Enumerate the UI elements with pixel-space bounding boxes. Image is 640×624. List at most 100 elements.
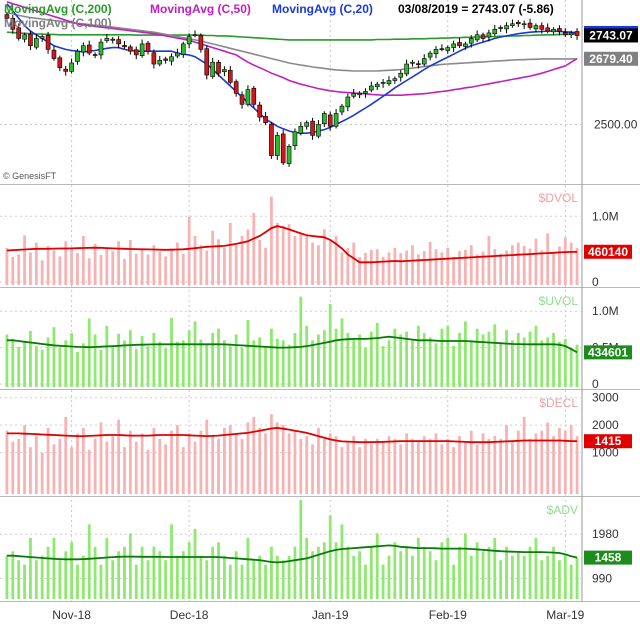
price-candle: [251, 86, 257, 108]
price-candle: [280, 129, 286, 166]
volume-bar: [352, 338, 356, 387]
volume-bar: [205, 343, 209, 387]
panel-ma-line: [6, 225, 578, 264]
price-candle: [568, 30, 574, 39]
price-candle: [510, 19, 515, 28]
panel-tick-label: 1.0M: [592, 209, 619, 223]
volume-bar: [516, 430, 520, 494]
volume-bar: [334, 542, 338, 599]
volume-bar: [152, 427, 156, 494]
volume-bar: [393, 328, 397, 387]
volume-bar: [105, 441, 109, 494]
volume-bar: [352, 242, 356, 285]
volume-bar: [311, 551, 314, 599]
volume-bar: [93, 546, 97, 599]
volume-bar: [434, 249, 438, 285]
volume-bar: [346, 441, 350, 494]
axis-layer: Nov-18 Dec-18 Jan-19 Feb-19 Mar-19 2500.00 274…: [52, 25, 638, 622]
volume-bar: [546, 422, 550, 494]
volume-bar: [487, 236, 491, 285]
price-candle: [81, 42, 86, 57]
volume-bar: [70, 333, 73, 387]
volume-bar: [322, 542, 326, 599]
volume-bar: [87, 258, 91, 285]
price-candle: [557, 25, 562, 36]
volume-bar: [93, 334, 97, 387]
volume-bar: [311, 444, 314, 494]
volume-bar: [381, 564, 385, 599]
volume-bar: [511, 245, 514, 285]
volume-bar: [475, 254, 479, 285]
volume-bar: [558, 560, 561, 599]
price-candle: [474, 30, 480, 43]
volume-bar: [270, 328, 273, 387]
volume-bar: [281, 560, 285, 599]
volume-bar: [552, 253, 555, 285]
volume-bar: [40, 260, 44, 285]
volume-bar: [511, 340, 514, 387]
price-candle: [404, 59, 409, 77]
watermark-text: © GenesisFT: [3, 171, 57, 181]
volume-bar: [17, 560, 21, 599]
volume-bar: [428, 438, 432, 494]
price-candle: [398, 69, 404, 82]
volume-bar: [199, 430, 203, 494]
volume-bar: [181, 253, 185, 285]
volume-bar: [293, 236, 297, 285]
volume-bar: [117, 333, 121, 387]
price-candle: [374, 81, 380, 91]
volume-bar: [240, 564, 244, 599]
volume-bar: [181, 447, 185, 494]
volume-bar: [516, 242, 520, 285]
volume-bar: [481, 251, 485, 285]
price-candle: [310, 117, 315, 140]
volume-bar: [463, 533, 467, 599]
price-candle: [351, 88, 357, 99]
volume-bar: [340, 447, 344, 494]
volume-bar: [205, 560, 209, 599]
volume-bar: [5, 334, 9, 387]
volume-bar: [164, 256, 168, 285]
volume-bar: [534, 537, 538, 599]
volume-bar: [340, 318, 344, 387]
volume-bar: [46, 427, 50, 494]
volume-bar: [428, 241, 432, 285]
volume-bar: [463, 249, 467, 285]
panel-title: $DVOL: [539, 191, 579, 205]
price-candle: [57, 55, 63, 72]
price-candle: [222, 66, 227, 77]
volume-bar: [416, 254, 420, 285]
volume-bar: [534, 325, 538, 387]
volume-bar: [158, 551, 162, 599]
volume-bar: [76, 564, 79, 599]
volume-bar: [311, 340, 314, 387]
volume-bar: [211, 436, 215, 494]
volume-bar: [170, 524, 173, 599]
panel-value-badge: 434601: [584, 345, 632, 360]
volume-bar: [422, 546, 426, 599]
volume-bar: [123, 546, 126, 599]
volume-bar: [505, 425, 508, 494]
volume-bar: [505, 330, 508, 387]
volume-bar: [293, 333, 297, 387]
panel-title: $UVOL: [539, 294, 579, 308]
price-candle: [133, 46, 139, 60]
volume-bar: [111, 346, 115, 387]
volume-bar: [540, 430, 544, 494]
volume-bar: [293, 430, 297, 494]
volume-bar: [70, 542, 73, 599]
volume-bar: [76, 253, 79, 285]
volume-bar: [64, 241, 68, 285]
panel-value-badge: 460140: [584, 244, 632, 259]
panel-title: $ADV: [547, 503, 578, 517]
price-candle: [498, 25, 503, 32]
volume-bar: [563, 555, 567, 599]
volume-bar: [64, 340, 68, 387]
volume-bar: [228, 425, 232, 494]
volume-bar: [364, 438, 367, 494]
volume-bar: [375, 249, 379, 285]
volume-bar: [305, 325, 309, 387]
volume-bar: [211, 230, 215, 285]
volume-bar: [64, 551, 68, 599]
volume-bar: [123, 447, 126, 494]
